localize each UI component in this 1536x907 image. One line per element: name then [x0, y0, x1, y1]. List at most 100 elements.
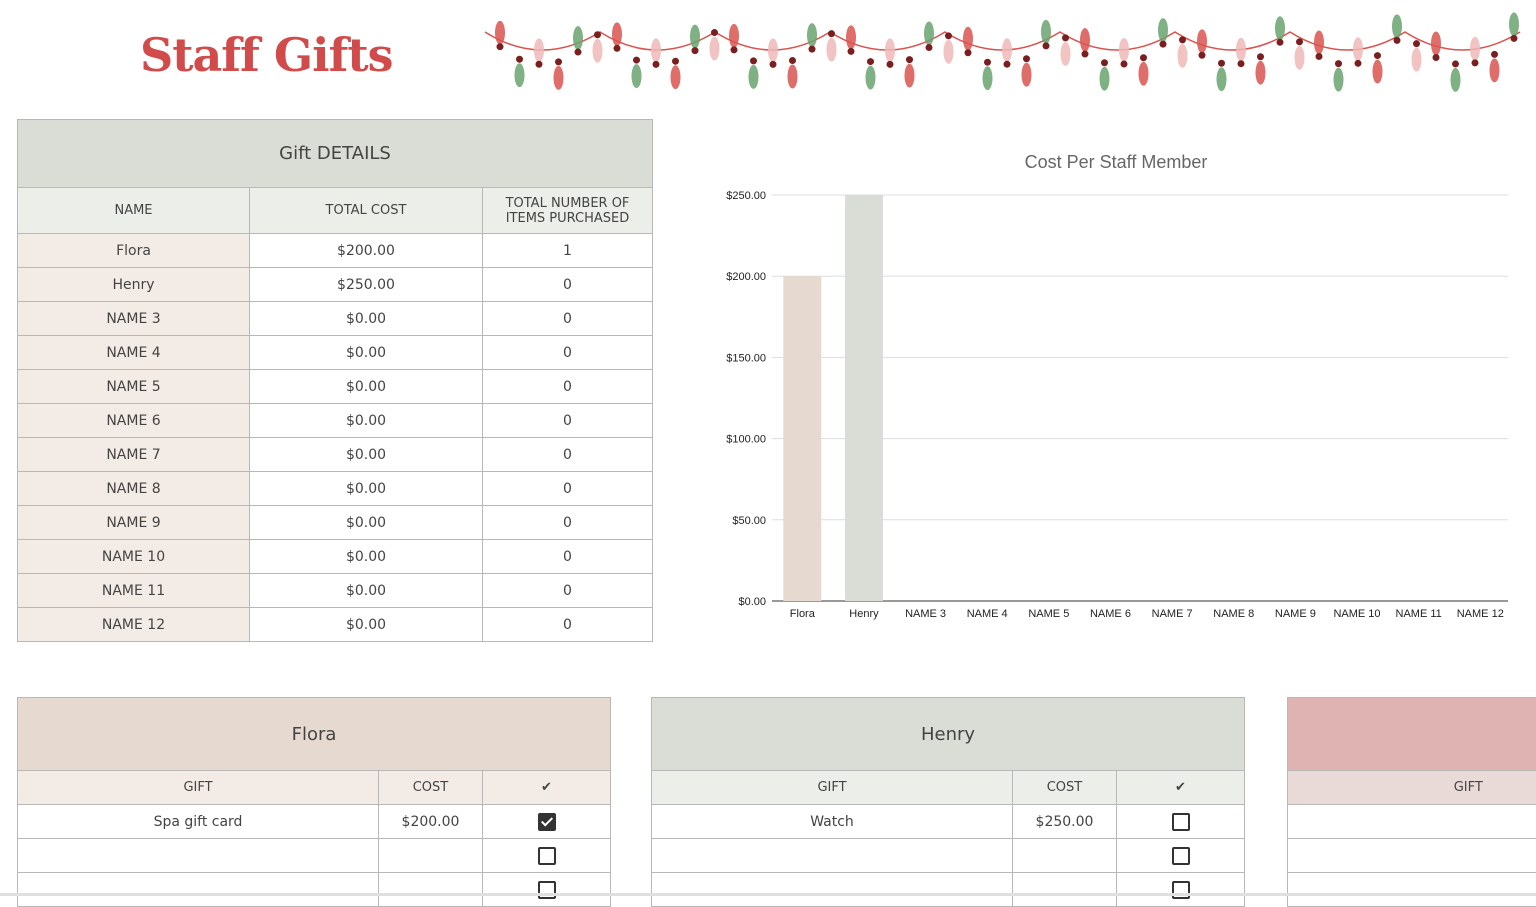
gift-row — [1288, 873, 1536, 907]
gift-row — [1288, 839, 1536, 873]
name-cell[interactable]: NAME 8 — [18, 472, 250, 506]
y-tick-label: $250.00 — [726, 190, 766, 202]
items-count-cell[interactable]: 0 — [483, 472, 653, 506]
total-cost-cell[interactable]: $0.00 — [250, 302, 483, 336]
purchased-checkbox-cell[interactable] — [483, 873, 611, 907]
items-count-cell[interactable]: 0 — [483, 268, 653, 302]
items-count-cell[interactable]: 0 — [483, 540, 653, 574]
staff-name-header — [1288, 698, 1536, 771]
gift-cell[interactable] — [1288, 839, 1536, 873]
unchecked-checkbox[interactable] — [538, 847, 556, 865]
gift-cell[interactable] — [18, 873, 379, 907]
column-header: GIFT — [1288, 771, 1536, 805]
total-cost-cell[interactable]: $0.00 — [250, 438, 483, 472]
items-count-cell[interactable]: 0 — [483, 370, 653, 404]
gift-cell[interactable] — [1288, 805, 1536, 839]
cost-cell[interactable]: $250.00 — [1013, 805, 1117, 839]
x-tick-label: NAME 6 — [1090, 608, 1131, 620]
purchased-checkbox-cell[interactable] — [483, 805, 611, 839]
items-count-cell[interactable]: 0 — [483, 608, 653, 642]
name-cell[interactable]: NAME 5 — [18, 370, 250, 404]
total-cost-cell[interactable]: $0.00 — [250, 336, 483, 370]
checked-checkbox[interactable] — [538, 813, 556, 831]
column-header: ✔ — [483, 771, 611, 805]
name-cell[interactable]: NAME 7 — [18, 438, 250, 472]
items-count-cell[interactable]: 0 — [483, 506, 653, 540]
name-cell[interactable]: NAME 4 — [18, 336, 250, 370]
name-cell[interactable]: NAME 10 — [18, 540, 250, 574]
name-cell[interactable]: NAME 11 — [18, 574, 250, 608]
cost-cell[interactable] — [379, 839, 483, 873]
cost-cell[interactable] — [1013, 839, 1117, 873]
name-cell[interactable]: NAME 3 — [18, 302, 250, 336]
cost-cell[interactable] — [1013, 873, 1117, 907]
purchased-checkbox-cell[interactable] — [483, 839, 611, 873]
items-count-cell[interactable]: 0 — [483, 336, 653, 370]
x-tick-label: NAME 7 — [1152, 608, 1193, 620]
purchased-checkbox-cell[interactable] — [1117, 873, 1245, 907]
page-title: Staff Gifts — [140, 28, 393, 82]
gift-cell[interactable]: Watch — [652, 805, 1013, 839]
x-tick-label: NAME 12 — [1457, 608, 1504, 620]
total-cost-cell[interactable]: $250.00 — [250, 268, 483, 302]
gift-row — [18, 873, 611, 907]
string-lights-decoration — [480, 10, 1536, 105]
unchecked-checkbox[interactable] — [1172, 813, 1190, 831]
column-header: COST — [1013, 771, 1117, 805]
gift-cell[interactable] — [1288, 873, 1536, 907]
gift-row — [652, 873, 1245, 907]
total-cost-cell[interactable]: $0.00 — [250, 608, 483, 642]
gift-row — [18, 839, 611, 873]
total-cost-cell[interactable]: $0.00 — [250, 574, 483, 608]
total-cost-cell[interactable]: $0.00 — [250, 506, 483, 540]
column-header: GIFT — [652, 771, 1013, 805]
gift-row: Spa gift card$200.00 — [18, 805, 611, 839]
name-cell[interactable]: NAME 6 — [18, 404, 250, 438]
y-tick-label: $200.00 — [726, 271, 766, 283]
items-count-cell[interactable]: 0 — [483, 438, 653, 472]
total-cost-cell[interactable]: $200.00 — [250, 234, 483, 268]
purchased-checkbox-cell[interactable] — [1117, 839, 1245, 873]
cost-per-staff-chart: Cost Per Staff Member$0.00$50.00$100.00$… — [690, 140, 1530, 640]
cost-cell[interactable] — [379, 873, 483, 907]
y-tick-label: $150.00 — [726, 352, 766, 364]
gift-cell[interactable] — [652, 839, 1013, 873]
total-cost-cell[interactable]: $0.00 — [250, 370, 483, 404]
total-cost-cell[interactable]: $0.00 — [250, 540, 483, 574]
unchecked-checkbox[interactable] — [1172, 847, 1190, 865]
x-tick-label: NAME 4 — [967, 608, 1008, 620]
items-count-cell[interactable]: 0 — [483, 302, 653, 336]
name-cell[interactable]: NAME 9 — [18, 506, 250, 540]
y-tick-label: $100.00 — [726, 434, 766, 446]
gift-row: Watch$250.00 — [652, 805, 1245, 839]
column-header: NAME — [18, 188, 250, 234]
name-cell[interactable]: Flora — [18, 234, 250, 268]
gift-cell[interactable] — [652, 873, 1013, 907]
items-count-cell[interactable]: 1 — [483, 234, 653, 268]
y-tick-label: $0.00 — [738, 596, 766, 608]
gift-table: GIFT — [1287, 697, 1536, 907]
name-cell[interactable]: NAME 12 — [18, 608, 250, 642]
total-cost-cell[interactable]: $0.00 — [250, 404, 483, 438]
items-count-cell[interactable]: 0 — [483, 404, 653, 438]
name-cell[interactable]: Henry — [18, 268, 250, 302]
gift-row — [652, 839, 1245, 873]
x-tick-label: NAME 8 — [1213, 608, 1254, 620]
items-count-cell[interactable]: 0 — [483, 574, 653, 608]
cost-cell[interactable]: $200.00 — [379, 805, 483, 839]
total-cost-cell[interactable]: $0.00 — [250, 472, 483, 506]
gift-cell[interactable]: Spa gift card — [18, 805, 379, 839]
staff-name-header: Henry — [652, 698, 1245, 771]
purchased-checkbox-cell[interactable] — [1117, 805, 1245, 839]
gift-cell[interactable] — [18, 839, 379, 873]
